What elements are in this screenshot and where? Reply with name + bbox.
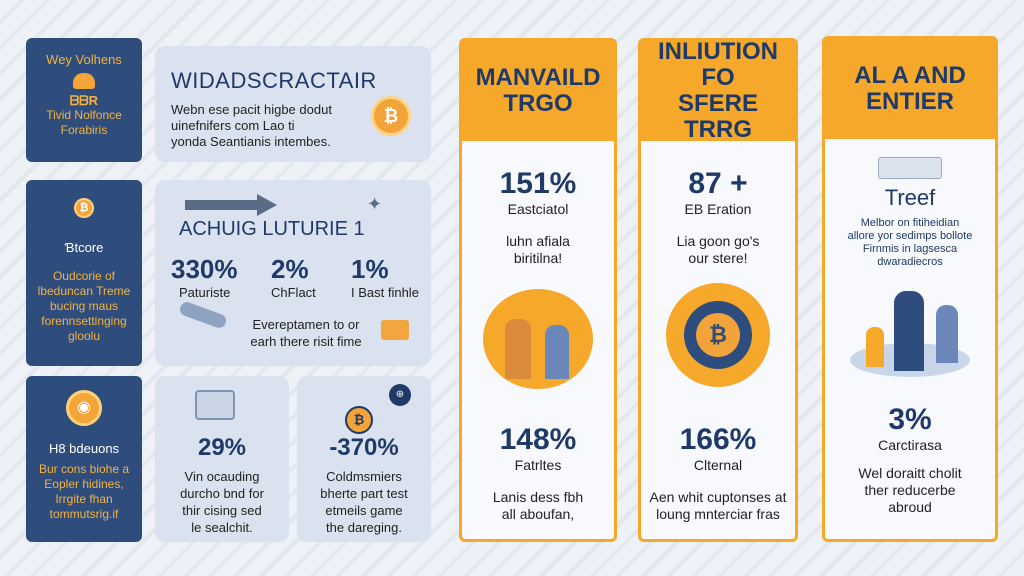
globe-icon: ⊕ — [389, 384, 411, 406]
column-1-text2-line2: all aboufan, — [501, 506, 575, 522]
left-card-1-badge: ᗷᗷR — [69, 93, 99, 108]
lamp-icon — [73, 73, 95, 89]
column-3-header: AL A AND ENTIER — [825, 39, 995, 139]
stat-label: I Bast finhle — [351, 285, 419, 300]
stat-value: 2% — [271, 254, 309, 284]
hero-text-line3: yonda Seantianis intembes. — [171, 134, 331, 149]
hero-text-line1: Webn ese pacit higbe dodut — [171, 102, 332, 117]
bottom-card-1-line1: Vin ocauding — [184, 469, 260, 484]
stats-title: ACHUIG LUTURIE 1 — [179, 218, 365, 240]
bottom-card-2-line2: bherte part test — [320, 486, 408, 501]
left-card-1-title: Wey Volhens — [46, 52, 122, 67]
column-3-text2-line3: abroud — [888, 499, 932, 515]
hero-card: WIDADSCRACTAIR Webn ese pacit higbe dodu… — [155, 46, 431, 162]
left-card-1: Wey Volhens ᗷᗷR Tivid Nolfonce Forabiris — [26, 38, 142, 162]
column-2-stat2-label: Clternal — [693, 457, 743, 473]
stats-card: ✦ ACHUIG LUTURIE 1 330% Paturiste 2% ChF… — [155, 180, 431, 366]
bottom-card-1-line4: le sealchit. — [191, 520, 253, 535]
left-card-3: ◉ H8 bdeuons Bur cons biohe a Eopler hid… — [26, 376, 142, 542]
column-2-stat1-value: 87 + — [688, 167, 748, 200]
column-3-text1-line4: dwaradiecros — [877, 256, 943, 268]
hero-text-line2: uinefnifers com Lao ti — [171, 118, 295, 133]
family-illustration — [840, 283, 980, 383]
column-1: MANVAILD TRGO 151% Eastciatol luhn afial… — [459, 38, 617, 542]
bitcoin-coin-icon: ₿ — [371, 96, 411, 136]
column-1-stat2-label: Fatrltes — [514, 457, 562, 473]
document-icon — [878, 157, 942, 179]
column-2-text1-line1: Lia goon go's — [676, 233, 760, 249]
column-1-text2-line1: Lanis dess fbh — [492, 489, 584, 505]
column-1-text1-line2: biritilna! — [513, 250, 563, 266]
column-2-text2-line1: Aen whit cuptonses at — [649, 489, 787, 505]
bottom-card-1-line3: thir cising sed — [182, 503, 262, 518]
device-icon — [195, 390, 235, 420]
column-1-header-line2: TRGO — [503, 90, 573, 117]
column-3-text1-line3: Firnmis in lagsesca — [862, 243, 958, 255]
stats-footer-line1: Evereptamen to or — [252, 317, 360, 332]
column-3-header-line1: AL A AND — [854, 62, 966, 89]
bottom-card-2-line1: Coldmsmiers — [326, 469, 402, 484]
coin-icon: ₿ — [345, 406, 373, 434]
people-illustration — [483, 289, 593, 389]
left-card-1-line2: Forabiris — [60, 123, 108, 137]
column-1-text1-line1: luhn afiala — [506, 233, 570, 249]
bottom-card-1: 29% Vin ocauding durcho bnd for thir cis… — [155, 376, 289, 542]
column-1-header-line1: MANVAILD — [475, 64, 601, 91]
lightbulb-icon: ◉ — [66, 390, 102, 426]
bottom-card-1-value: 29% — [197, 434, 247, 461]
column-2-header: INLIUTION FO SFERE TRRG — [641, 38, 795, 143]
stats-footer-line2: earh there risit fime — [250, 334, 362, 349]
pen-icon — [178, 300, 228, 330]
column-3-text1-line2: allore yor sedimps bollote — [847, 230, 973, 242]
stat-label: ChFlact — [271, 285, 316, 300]
column-3-stat2-value: 3% — [888, 403, 932, 436]
bitcoin-icon: ₿ — [74, 198, 94, 218]
column-1-stat1-value: 151% — [499, 167, 577, 200]
column-1-stat2-value: 148% — [499, 423, 577, 456]
column-3-stat2-label: Carctirasa — [878, 437, 942, 453]
column-3-text2-line2: ther reducerbe — [864, 482, 956, 498]
column-3-subtitle: Treef — [884, 185, 936, 210]
left-card-2: ₿ Ɓtcore Oudcorie of lbeduncan Treme buc… — [26, 180, 142, 366]
stat-label: Paturiste — [179, 285, 231, 300]
left-card-1-line1: Tivid Nolfonce — [46, 108, 122, 122]
column-2-stat2-value: 166% — [679, 423, 757, 456]
column-2-stat1-label: EB Eration — [684, 201, 752, 217]
column-2-header-line2: SFERE TRRG — [677, 90, 758, 143]
bottom-card-2-value: -370% — [329, 434, 399, 461]
column-3: AL A AND ENTIER Treef Melbor on fitiheid… — [822, 36, 998, 542]
stat-value: 330% — [171, 254, 238, 284]
stat-value: 1% — [351, 254, 389, 284]
satellite-icon: ✦ — [367, 194, 383, 214]
bottom-card-2-line3: etmeils game — [325, 503, 403, 518]
hero-title: WIDADSCRACTAIR — [171, 68, 377, 93]
bottom-card-2-line4: the dareging. — [326, 520, 402, 535]
folder-icon — [381, 320, 409, 340]
left-card-3-title: H8 bdeuons — [48, 441, 120, 456]
bitcoin-medal-icon: ₿ — [666, 283, 770, 387]
column-2-text1-line2: our stere! — [688, 250, 748, 266]
left-card-2-body: Oudcorie of lbeduncan Treme bucing maus … — [37, 269, 131, 343]
left-card-2-title: Ɓtcore — [64, 240, 104, 255]
column-2-header-line1: INLIUTION FO — [658, 38, 778, 91]
left-card-3-body: Bur cons biohe a Eopler hidines, Irrgite… — [38, 462, 130, 521]
arrow-icon — [185, 194, 277, 216]
column-2: INLIUTION FO SFERE TRRG 87 + EB Eration … — [638, 38, 798, 542]
bottom-card-2: ₿ ⊕ -370% Coldmsmiers bherte part test e… — [297, 376, 431, 542]
column-3-text2-line1: Wel doraitt cholit — [858, 465, 962, 481]
column-3-text1-line1: Melbor on fitiheidian — [860, 217, 960, 229]
column-2-text2-line2: loung mnterciar fras — [656, 506, 780, 522]
column-1-stat1-label: Eastciatol — [507, 201, 569, 217]
bottom-card-1-line2: durcho bnd for — [180, 486, 264, 501]
column-3-header-line2: ENTIER — [865, 88, 954, 115]
column-1-header: MANVAILD TRGO — [462, 41, 614, 141]
